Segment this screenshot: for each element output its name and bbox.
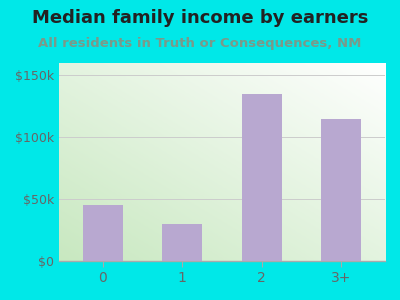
Bar: [83, 205, 122, 261]
Bar: [162, 224, 202, 261]
Text: All residents in Truth or Consequences, NM: All residents in Truth or Consequences, …: [38, 38, 362, 50]
Text: Median family income by earners: Median family income by earners: [32, 9, 368, 27]
Bar: [321, 118, 361, 261]
Bar: [242, 94, 282, 261]
